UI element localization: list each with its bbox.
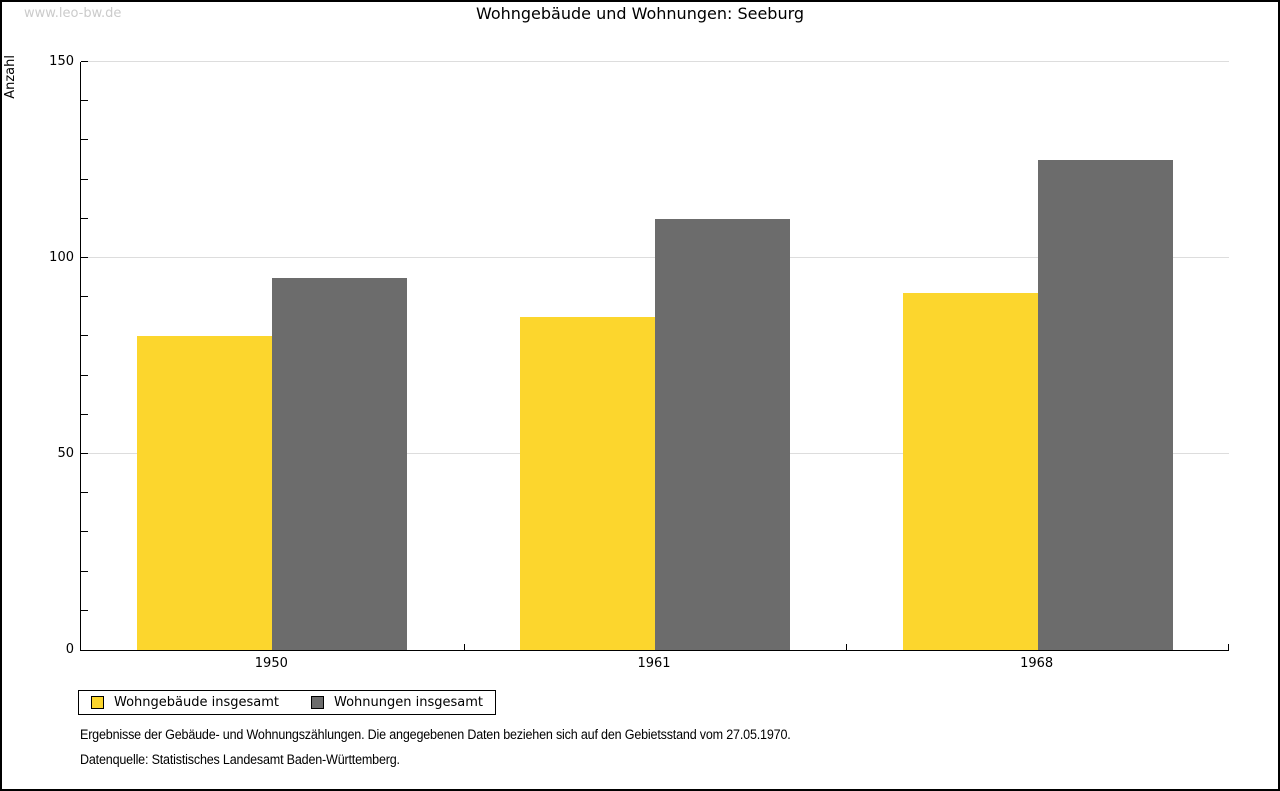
x-tick	[846, 644, 847, 650]
y-tick	[81, 218, 88, 219]
y-tick	[81, 179, 88, 180]
gridline	[81, 61, 1229, 62]
y-tick-label: 0	[65, 642, 74, 657]
plot-area	[80, 61, 1229, 651]
bar	[272, 278, 407, 650]
bar	[903, 293, 1038, 650]
y-tick	[81, 139, 88, 140]
bar	[137, 336, 272, 650]
bar	[520, 317, 655, 650]
y-tick	[81, 335, 88, 336]
bar	[1038, 160, 1173, 650]
y-tick-label: 150	[49, 54, 74, 69]
chart-title: Wohngebäude und Wohnungen: Seeburg	[475, 4, 805, 23]
legend-item: Wohngebäude insgesamt	[91, 695, 279, 710]
legend-label-wohnungen: Wohnungen insgesamt	[334, 695, 483, 710]
x-tick-label: 1968	[1020, 656, 1054, 671]
legend: Wohngebäude insgesamt Wohnungen insgesam…	[78, 690, 496, 715]
y-tick	[81, 61, 88, 62]
legend-swatch-wohngebaeude	[91, 696, 104, 709]
x-tick	[464, 644, 465, 650]
x-tick	[1228, 644, 1229, 650]
y-tick	[81, 571, 88, 572]
y-tick	[81, 257, 88, 258]
x-tick-label: 1950	[254, 656, 288, 671]
legend-swatch-wohnungen	[311, 696, 324, 709]
watermark: www.leo-bw.de	[24, 6, 122, 21]
legend-item: Wohnungen insgesamt	[311, 695, 483, 710]
y-tick	[81, 492, 88, 493]
y-tick	[81, 375, 88, 376]
y-tick-label: 100	[49, 250, 74, 265]
footer-source: Datenquelle: Statistisches Landesamt Bad…	[80, 752, 400, 767]
y-tick	[81, 296, 88, 297]
legend-label-wohngebaeude: Wohngebäude insgesamt	[114, 695, 279, 710]
y-tick	[81, 100, 88, 101]
y-tick	[81, 453, 88, 454]
footer-note: Ergebnisse der Gebäude- und Wohnungszähl…	[80, 727, 791, 742]
x-tick-label: 1961	[637, 656, 671, 671]
y-tick	[81, 610, 88, 611]
bar	[655, 219, 790, 650]
y-tick-label: 50	[57, 446, 74, 461]
y-axis-title: Anzahl	[3, 55, 18, 99]
y-tick	[81, 414, 88, 415]
y-tick	[81, 531, 88, 532]
